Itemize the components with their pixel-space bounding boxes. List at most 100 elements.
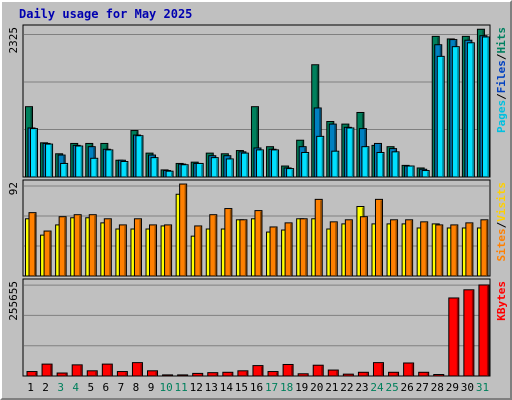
x-tick-label-day-21: 21 (325, 381, 338, 394)
x-tick-label-day-25: 25 (385, 381, 398, 394)
legend-kbytes: KBytes (495, 281, 508, 321)
bar-shade (336, 371, 338, 375)
bar-shade (442, 57, 444, 176)
bar-shade (34, 213, 36, 275)
legend-visits: Visits (495, 182, 508, 222)
bar-kbytes-day-22 (342, 373, 354, 377)
legend-separator: / (495, 53, 508, 60)
bar-shade (410, 220, 413, 275)
bar-shade (276, 372, 278, 375)
bar-shade (321, 366, 323, 375)
bar-pages-day-5 (90, 157, 99, 178)
bar-kbytes-day-7 (116, 371, 128, 377)
bar-shade (485, 220, 488, 275)
bar-sites-day-12 (194, 225, 203, 277)
bar-sites-day-20 (314, 198, 323, 277)
bar-shade (365, 217, 367, 275)
x-tick-label-day-23: 23 (355, 381, 368, 394)
bar-sites-day-28 (435, 224, 444, 277)
bar-kbytes-day-30 (463, 289, 475, 377)
bar-shade (336, 152, 339, 176)
bar-shade (244, 220, 247, 275)
bar-sites-day-31 (480, 219, 489, 277)
bar-shade (35, 372, 37, 375)
bar-shade (35, 129, 37, 176)
x-tick-label-day-1: 1 (27, 381, 34, 394)
bar-shade (155, 371, 158, 375)
bar-shade (50, 365, 52, 375)
bar-shade (156, 158, 158, 176)
legend-files: Files (495, 60, 508, 93)
bar-shade (139, 219, 141, 275)
bar-sites-day-18 (284, 222, 293, 277)
x-tick-label-day-27: 27 (416, 381, 429, 394)
bar-shade (275, 227, 277, 275)
bar-kbytes-day-5 (86, 370, 98, 377)
legend-sites: Sites (495, 228, 508, 261)
bar-shade (49, 232, 51, 275)
bar-shade (50, 145, 53, 176)
bar-shade (335, 222, 337, 275)
bar-sites-day-23 (359, 216, 368, 277)
legend-kbytes: KBytes (495, 281, 508, 321)
bar-kbytes-day-27 (418, 371, 430, 377)
bar-shade (471, 290, 474, 375)
bar-pages-day-6 (105, 149, 114, 178)
x-tick-label-day-12: 12 (190, 381, 203, 394)
x-tick-label-day-13: 13 (205, 381, 218, 394)
bar-shade (470, 223, 473, 275)
bar-shade (395, 220, 398, 275)
bar-sites-day-17 (269, 226, 278, 277)
bar-shade (125, 372, 127, 375)
bar-shade (79, 215, 81, 275)
x-tick-label-day-8: 8 (133, 381, 140, 394)
x-tick-label-day-9: 9 (148, 381, 155, 394)
bar-kbytes-day-8 (131, 362, 143, 377)
x-tick-label-day-16: 16 (250, 381, 263, 394)
bar-kbytes-day-29 (448, 297, 460, 377)
bar-pages-day-31 (481, 36, 490, 178)
bar-shade (186, 165, 188, 176)
bar-kbytes-day-26 (403, 362, 415, 377)
bar-pages-day-20 (316, 135, 325, 178)
bar-sites-day-9 (149, 224, 158, 277)
bar-pages-day-30 (466, 42, 475, 178)
bar-kbytes-day-4 (71, 364, 83, 377)
bar-shade (397, 152, 399, 176)
bar-shade (94, 215, 96, 275)
bar-kbytes-day-19 (297, 373, 309, 377)
bar-shade (95, 159, 98, 176)
bar-kbytes-day-10 (162, 374, 174, 377)
bar-shade (201, 164, 203, 176)
bar-shade (259, 211, 262, 275)
bar-pages-day-22 (346, 127, 355, 178)
legend-pages: Pages (495, 100, 508, 133)
x-tick-label-day-11: 11 (175, 381, 188, 394)
bar-sites-day-5 (88, 214, 97, 277)
x-tick-label-day-4: 4 (72, 381, 79, 394)
bar-shade (216, 158, 218, 176)
bar-pages-day-28 (436, 55, 445, 178)
bar-sites-day-27 (420, 221, 429, 277)
bar-pages-day-13 (210, 157, 219, 178)
bar-kbytes-day-28 (433, 374, 445, 377)
bar-sites-day-8 (133, 218, 142, 277)
legend-visits-sites: Sites/Visits (495, 182, 508, 262)
bar-sites-day-11 (179, 183, 188, 277)
bar-kbytes-day-11 (177, 374, 189, 377)
bar-pages-day-10 (165, 170, 174, 178)
bar-shade (64, 217, 66, 275)
x-tick-label-day-10: 10 (159, 381, 172, 394)
bar-shade (290, 223, 292, 275)
legend-separator: / (495, 93, 508, 100)
bar-shade (154, 225, 157, 275)
bar-shade (169, 225, 172, 275)
bar-sites-day-26 (405, 219, 414, 277)
bar-shade (80, 147, 83, 176)
bar-shade (95, 371, 97, 375)
bar-shade (366, 373, 368, 375)
bar-shade (245, 371, 248, 375)
bar-pages-day-29 (451, 46, 460, 178)
bar-shade (231, 159, 233, 176)
bar-shade (456, 298, 459, 375)
